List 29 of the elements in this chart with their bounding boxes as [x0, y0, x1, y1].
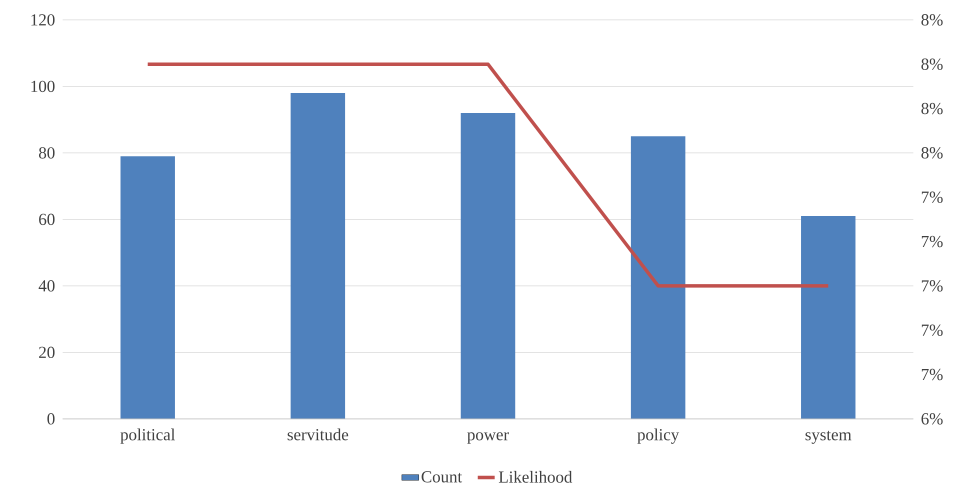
y2-tick-label: 6% [922, 412, 943, 424]
y-tick-label: 100 [31, 80, 55, 92]
legend-label: Likelihood [498, 470, 572, 483]
x-tick-label: power [467, 432, 509, 444]
y2-tick-label: 7% [922, 236, 943, 248]
bar [801, 216, 856, 419]
y2-tick-label: 7% [922, 280, 943, 292]
y-tick-label: 60 [39, 213, 55, 225]
bar [120, 156, 175, 419]
y2-tick-label: 7% [922, 324, 943, 336]
x-tick-label: servitude [288, 428, 348, 440]
y-tick-label: 20 [39, 346, 55, 358]
y-tick-label: 40 [38, 280, 55, 292]
y2-tick-label: 8% [921, 14, 943, 26]
x-tick-label: policy [637, 428, 680, 444]
y-tick-label: 0 [47, 412, 55, 424]
y2-tick-label: 8% [921, 146, 943, 158]
y-tick-label: 120 [31, 14, 55, 26]
legend-label: Count [422, 470, 462, 482]
y2-tick-label: 7% [922, 191, 943, 203]
bar [460, 112, 516, 419]
bar [630, 136, 686, 419]
y2-tick-label: 7% [922, 368, 943, 380]
y2-tick-label: 8% [921, 58, 943, 70]
x-tick-label: system [806, 430, 852, 444]
y2-tick-label: 8% [921, 102, 943, 114]
bar [290, 92, 346, 419]
y-tick-label: 80 [38, 146, 55, 158]
x-tick-label: political [120, 428, 176, 444]
